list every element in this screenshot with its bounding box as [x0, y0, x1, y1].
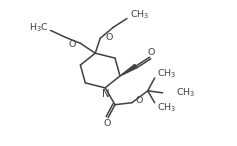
Text: CH$_3$: CH$_3$ [130, 8, 149, 21]
Text: N: N [102, 89, 110, 99]
Text: CH$_3$: CH$_3$ [157, 101, 176, 114]
Text: H$_3$C: H$_3$C [29, 21, 49, 34]
Polygon shape [120, 64, 137, 76]
Text: CH$_3$: CH$_3$ [176, 87, 196, 99]
Text: O: O [148, 48, 155, 57]
Text: CH$_3$: CH$_3$ [157, 68, 176, 80]
Text: O: O [103, 119, 111, 128]
Text: O: O [68, 40, 75, 49]
Text: O: O [136, 96, 143, 105]
Text: O: O [105, 33, 113, 42]
